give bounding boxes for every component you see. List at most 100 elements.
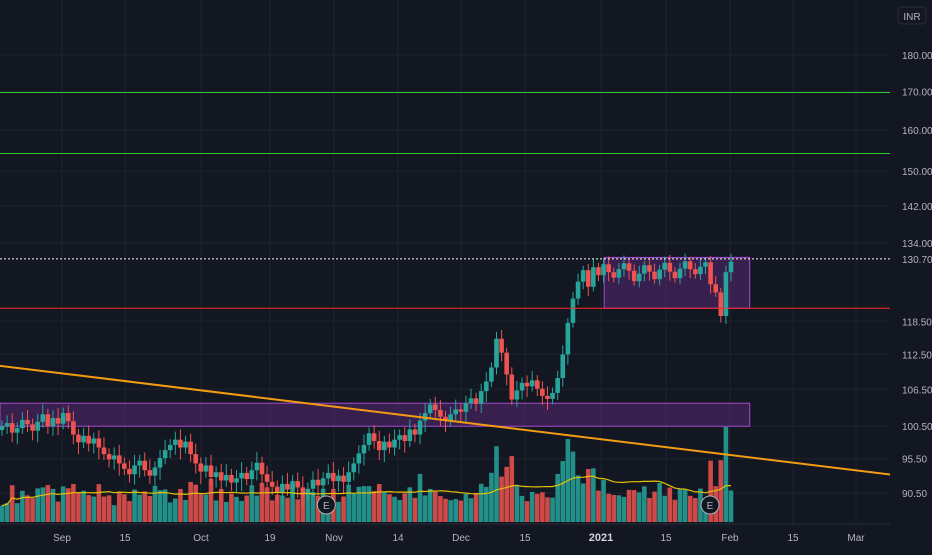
volume-bar: [76, 492, 81, 522]
candle-body: [682, 261, 688, 269]
volume-bar: [167, 502, 173, 522]
candle-body: [244, 472, 249, 480]
candle-body: [91, 438, 97, 444]
candle-body: [325, 472, 331, 479]
candle-body: [723, 272, 729, 316]
volume-bar: [213, 500, 219, 522]
currency-badge[interactable]: INR: [897, 6, 927, 25]
volume-bar: [371, 491, 377, 522]
candle-body: [560, 354, 566, 379]
candle-body: [142, 460, 148, 471]
price-tick-label: 150.00: [902, 167, 932, 178]
candle-body: [25, 419, 30, 425]
volume-bar: [183, 500, 188, 522]
candle-body: [657, 269, 662, 280]
volume-bar: [402, 493, 408, 522]
candle-body: [4, 423, 10, 427]
volume-bar: [336, 501, 341, 522]
candle-body: [662, 262, 668, 270]
candle-body: [30, 424, 35, 431]
volume-bar: [453, 499, 459, 522]
volume-bar: [443, 498, 448, 522]
candle-body: [611, 272, 617, 278]
candle-body: [427, 404, 433, 414]
price-axis[interactable]: [890, 0, 932, 524]
candle-body: [285, 483, 290, 490]
candle-body: [65, 413, 71, 422]
candle-body: [621, 263, 627, 270]
volume-bar: [611, 494, 617, 522]
volume-bar: [509, 456, 515, 522]
candle-body: [667, 262, 673, 272]
candle-body: [698, 266, 703, 275]
candle-body: [198, 463, 204, 472]
candle-body: [677, 268, 683, 279]
candle-body: [519, 382, 525, 391]
candle-body: [703, 262, 708, 267]
candle-body: [295, 481, 300, 488]
volume-bar: [718, 460, 724, 522]
candle-body: [606, 264, 611, 273]
volume-bar: [229, 493, 234, 522]
volume-bar: [397, 500, 402, 522]
volume-bar: [127, 501, 132, 522]
volume-bar: [147, 496, 153, 522]
candle-body: [249, 470, 255, 480]
candle-body: [545, 395, 550, 399]
candle-body: [213, 472, 219, 478]
candle-body: [361, 444, 367, 454]
volume-bar: [40, 487, 46, 522]
volume-bar: [504, 466, 509, 522]
time-axis[interactable]: [0, 524, 890, 550]
candle-body: [20, 419, 25, 429]
volume-bar: [652, 491, 657, 522]
volume-bar: [728, 490, 734, 522]
volume-bar: [55, 501, 61, 522]
volume-bar: [555, 473, 560, 522]
volume-bar: [50, 488, 56, 522]
volume-bar: [111, 505, 117, 522]
price-tick-label: 112.50: [902, 350, 932, 361]
volume-bar: [25, 495, 30, 522]
candle-body: [585, 270, 591, 287]
volume-bar: [65, 488, 71, 522]
volume-bar: [162, 489, 168, 522]
volume-bar: [606, 493, 611, 522]
candle-body: [387, 441, 392, 448]
candle-body: [392, 439, 397, 448]
volume-bar: [346, 484, 351, 522]
volume-bar: [382, 492, 387, 522]
volume-bar: [173, 498, 178, 522]
candle-body: [71, 421, 76, 435]
candle-body: [193, 454, 199, 464]
volume-bar: [20, 490, 25, 522]
candle-body: [647, 265, 652, 272]
currency-badge-frame: [897, 6, 927, 25]
price-tick-label: 170.00: [902, 87, 932, 98]
earnings-marker: [700, 495, 720, 515]
candle-body: [601, 264, 606, 276]
volume-bar: [550, 497, 555, 522]
candle-body: [453, 409, 459, 415]
candle-body: [127, 468, 132, 475]
price-axis-labels: 180.00 170.00 160.00 150.00 142.00 134.00 130.…: [902, 51, 932, 500]
volume-bar: [448, 500, 453, 522]
candles: [0, 253, 734, 508]
volume-bar: [106, 495, 112, 522]
candle-body: [402, 435, 408, 441]
candle-body: [60, 413, 66, 424]
candle-body: [397, 435, 402, 440]
volume-bar: [137, 494, 142, 522]
earnings-marker: [316, 495, 336, 515]
volume-bar: [254, 495, 260, 522]
volume-bar: [616, 495, 622, 522]
candle-body: [157, 458, 163, 468]
candle-body: [687, 261, 693, 270]
candle-body: [234, 478, 239, 483]
candle-body: [116, 455, 122, 464]
price-tick-label: 142.00: [902, 202, 932, 213]
candle-body: [478, 391, 484, 404]
volume-bar: [438, 496, 443, 522]
